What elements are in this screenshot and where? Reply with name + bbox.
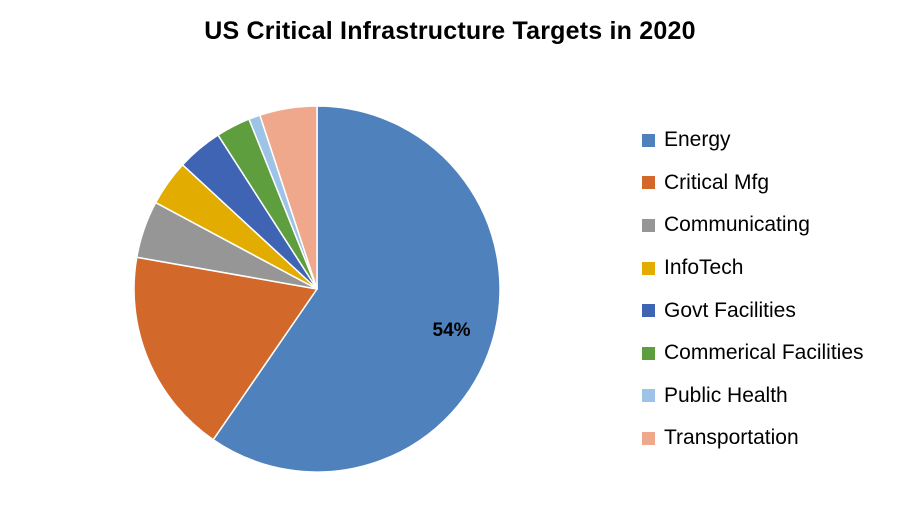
legend-label: Public Health [664,383,788,407]
pie-slices [133,105,501,473]
legend-label: InfoTech [664,256,744,280]
legend-swatch [642,346,655,360]
legend-item-commerical-facilities: Commerical Facilities [642,332,864,375]
legend-swatch [642,176,655,190]
legend-label: Critical Mfg [664,170,770,194]
legend-item-transportation: Transportation [642,417,864,460]
pie-data-labels: 54% [433,320,471,341]
chart-title: US Critical Infrastructure Targets in 20… [204,17,696,45]
legend-label: Energy [664,128,731,152]
legend-item-energy: Energy [642,119,864,162]
pie-slice-transportation [259,105,318,290]
data-label-energy: 54% [433,320,471,341]
legend-item-govt-facilities: Govt Facilities [642,289,864,332]
legend-swatch [642,431,655,445]
legend-label: Transportation [664,426,799,450]
legend-swatch [642,133,655,147]
legend-label: Commerical Facilities [664,341,864,365]
legend-item-communicating: Communicating [642,204,864,247]
legend-item-critical-mfg: Critical Mfg [642,162,864,205]
legend-swatch [642,304,655,318]
pie-slice-energy [212,105,501,473]
legend-swatch [642,218,655,232]
legend-swatch [642,261,655,275]
legend-item-infotech: InfoTech [642,247,864,290]
legend-item-public-health: Public Health [642,375,864,418]
legend-label: Govt Facilities [664,298,796,322]
pie-slice-critical-mfg [133,256,318,441]
legend-label: Communicating [664,213,810,237]
legend-swatch [642,389,655,403]
chart-legend: Energy Critical Mfg Communicating InfoTech G… [642,119,864,460]
